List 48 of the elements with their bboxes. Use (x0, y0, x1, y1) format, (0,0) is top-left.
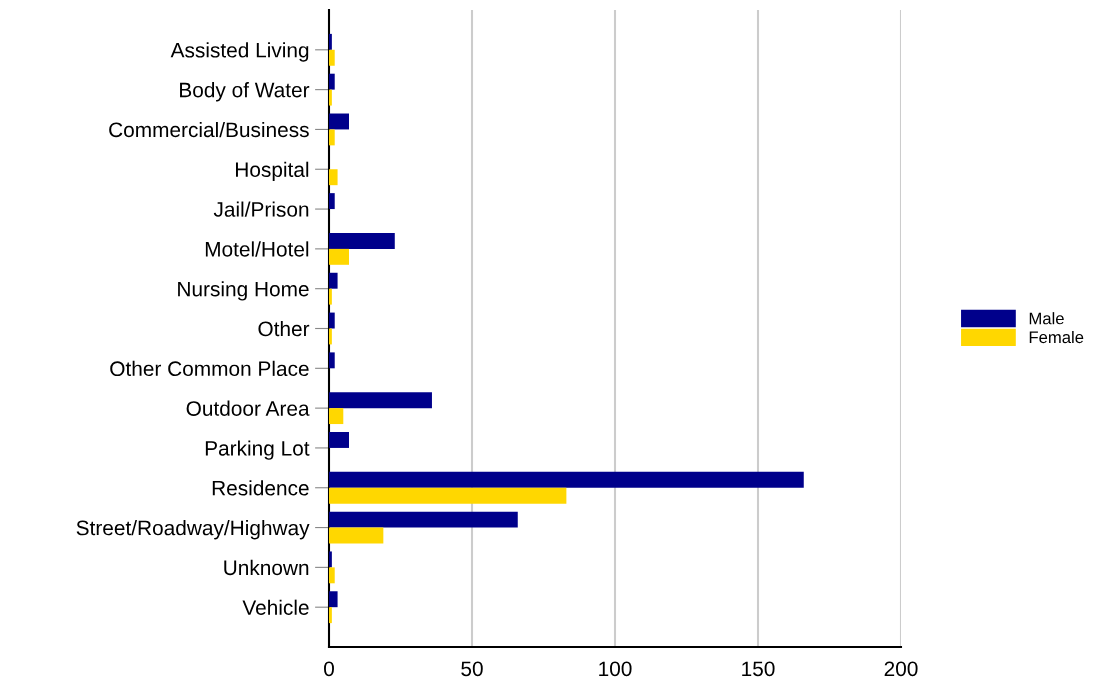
bar (329, 551, 332, 568)
bar (329, 328, 332, 345)
y-tick-label: Nursing Home (178, 281, 309, 301)
y-tick-label: Hospital (236, 161, 309, 182)
y-tick-label: Body of Water (180, 82, 310, 102)
y-tick-label: Unknown (224, 559, 309, 576)
bar (329, 487, 567, 504)
y-tick-label: Motel/Hotel (205, 241, 309, 257)
bar (329, 471, 804, 488)
bar (329, 607, 332, 624)
y-tick-label: Parking Lot (205, 440, 310, 460)
y-tick-label: Assisted Living (170, 42, 309, 62)
bar (329, 567, 335, 584)
bar (329, 232, 395, 249)
bar (329, 352, 335, 369)
bar (329, 511, 518, 528)
bar (329, 193, 335, 210)
y-tick-label: Jail/Prison (213, 201, 309, 217)
x-tick-label: 50 (461, 661, 483, 677)
bar (329, 113, 350, 130)
y-tick-label: Vehicle (242, 599, 309, 615)
y-tick-label: Commercial/Business (109, 121, 309, 138)
bar (329, 527, 384, 544)
bar (329, 89, 332, 106)
bar (329, 129, 335, 146)
bar (329, 33, 332, 50)
x-tick-label: 100 (599, 661, 632, 677)
bar (329, 312, 335, 329)
bar (329, 432, 350, 448)
y-tick-label: Other Common Place (110, 360, 309, 377)
bar (329, 49, 335, 66)
y-tick-label: Outdoor Area (186, 400, 310, 416)
bar (329, 272, 338, 289)
bar (329, 408, 344, 425)
bar (329, 288, 332, 305)
x-tick-label: 150 (742, 661, 775, 677)
bar (329, 169, 338, 186)
legend-label: Female (1029, 330, 1084, 344)
bar (329, 73, 335, 90)
y-tick-label: Other (258, 320, 310, 337)
x-tick-label: 200 (884, 661, 918, 677)
bar (329, 591, 338, 608)
y-tick-label: Street/Roadway/Highway (76, 520, 310, 540)
x-tick-label: 0 (324, 661, 334, 677)
bar (329, 248, 350, 265)
y-tick-label: Residence (212, 480, 309, 496)
bar (329, 392, 432, 409)
legend-label: Male (1029, 312, 1064, 325)
